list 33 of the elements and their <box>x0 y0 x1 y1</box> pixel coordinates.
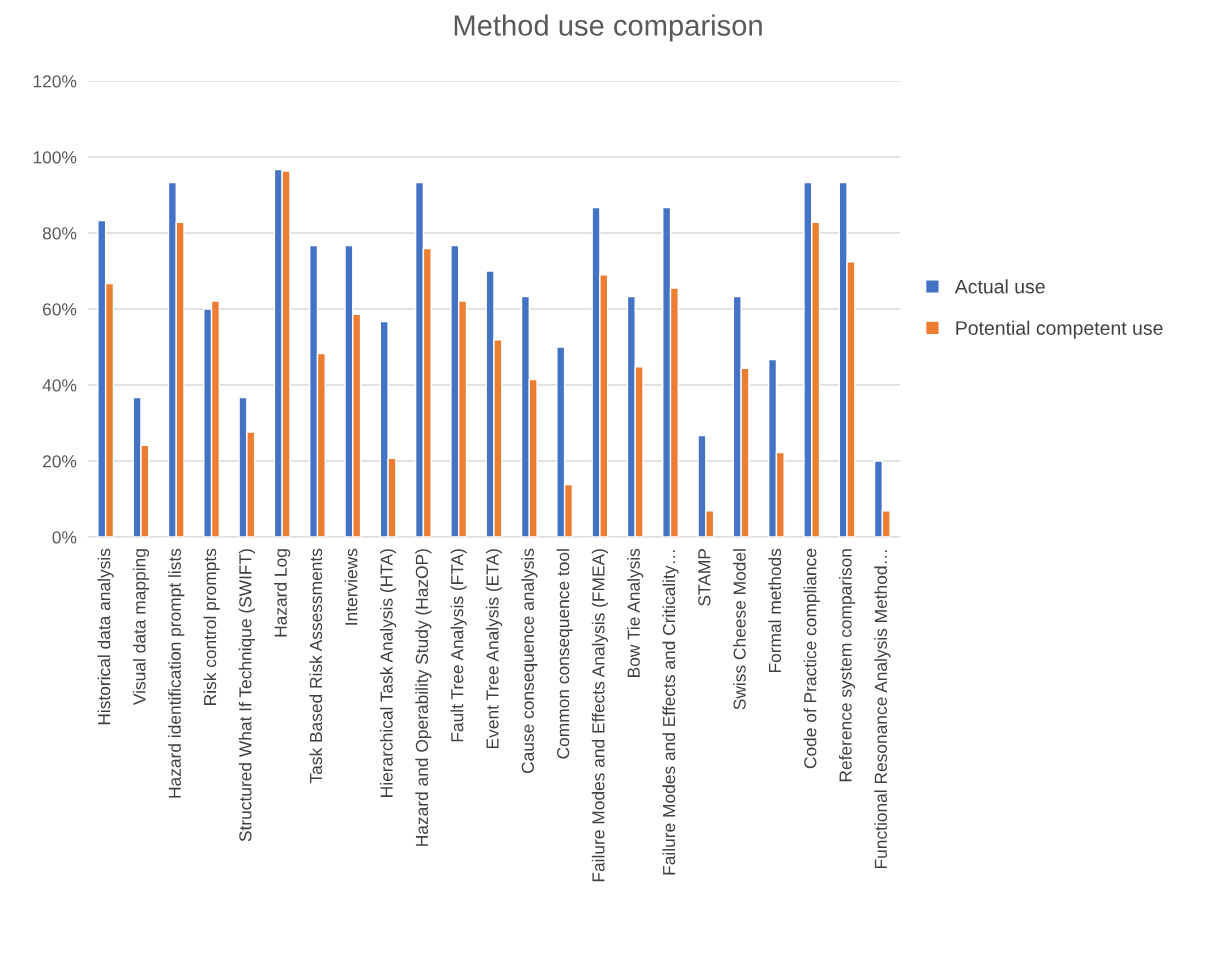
x-tick-label: Visual data mapping <box>132 549 150 706</box>
y-tick-label: 0% <box>52 531 77 544</box>
x-tick-label: Swiss Cheese Model <box>733 549 746 710</box>
legend-label: Potential competent use <box>956 320 1163 339</box>
y-tick-label: 80% <box>42 227 77 240</box>
y-tick-label: 60% <box>43 303 77 316</box>
x-tick-label: Hierarchical Task Analysis (HTA) <box>380 549 397 797</box>
x-tick-label: Historical data analysis <box>97 548 114 725</box>
x-tick-label: Hazard identification prompt lists <box>168 548 185 798</box>
legend-label: Actual use <box>954 279 1045 294</box>
x-tick-label: Code of Practice compliance <box>803 548 820 769</box>
x-tick-label: Reference system comparison <box>838 549 856 782</box>
x-tick-label: STAMP <box>698 549 711 606</box>
x-tick-label: Interviews <box>344 548 358 625</box>
x-tick-label: Cause consequence analysis <box>521 548 538 774</box>
y-tick-label: 40% <box>42 379 77 392</box>
x-tick-label: Hazard and Operability Study (HazOP) <box>415 549 432 846</box>
x-tick-label: Hazard Log <box>274 549 291 637</box>
x-tick-label: Fault Tree Analysis (FTA) <box>450 549 467 742</box>
y-tick-label: 100% <box>33 151 77 164</box>
x-tick-label: Structured What If Technique (SWIFT) <box>238 549 255 842</box>
x-tick-label: Bow Tie Analysis <box>627 548 644 677</box>
y-tick-label: 120% <box>33 75 77 88</box>
y-tick-label: 20% <box>43 455 77 468</box>
x-tick-label: Common consequence tool <box>556 549 573 759</box>
x-tick-label: Event Tree Analysis (ETA) <box>485 549 503 749</box>
x-tick-label: Failure Modes and Effects and Criticality… <box>662 550 679 875</box>
x-tick-label: Failure Modes and Effects Analysis (FMEA) <box>591 549 608 882</box>
x-tick-label: Formal methods <box>768 548 782 673</box>
chart-title: Method use comparison <box>454 14 762 42</box>
x-tick-label: Risk control prompts <box>203 548 220 705</box>
x-tick-label: Functional Resonance Analysis Method… <box>874 550 891 869</box>
x-tick-label: Task Based Risk Assessments <box>309 548 323 784</box>
